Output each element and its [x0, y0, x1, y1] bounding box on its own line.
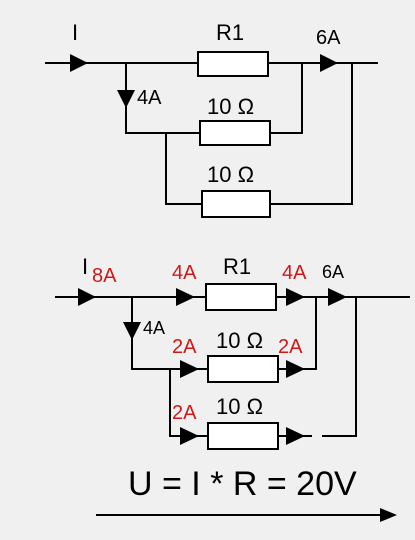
bottom-branch-arrow [123, 322, 141, 340]
bottom-r3-in-arrow [180, 427, 199, 445]
bottom-circuit: I 8A 4A R1 4A 6A 4A 2A 10 Ω 2A 2A 10 Ω [55, 254, 410, 450]
bottom-r3-out-arrow [286, 427, 305, 445]
top-input-arrow [70, 54, 88, 72]
bottom-r1-in-current-label: 4A [172, 262, 197, 284]
top-outer-branch-wire [126, 63, 353, 205]
bottom-resistor-2 [207, 355, 279, 383]
top-circuit: I R1 6A 4A 10 Ω 10 Ω [45, 20, 378, 218]
top-r1-label: R1 [216, 20, 244, 45]
bottom-output-current-label: 6A [322, 262, 344, 282]
top-output-arrow [320, 54, 338, 72]
top-current-label: I [72, 20, 78, 45]
top-output-current-label: 6A [316, 27, 341, 49]
bottom-branch-current-label: 4A [143, 318, 165, 338]
bottom-r2-in-arrow [180, 360, 199, 378]
bottom-current-label: I [82, 254, 88, 279]
bottom-r2-in-current-label: 2A [172, 336, 197, 358]
bottom-resistor-3-label: 10 Ω [216, 394, 263, 419]
equation-arrow-head [380, 508, 397, 522]
bottom-output-arrow [328, 288, 347, 306]
bottom-r1-label: R1 [223, 254, 251, 279]
equation-text: U = I * R = 20V [128, 465, 357, 503]
bottom-r2-out-arrow [286, 360, 305, 378]
bottom-resistor-r1 [205, 283, 277, 311]
bottom-r1-in-arrow [176, 288, 195, 306]
top-resistor-3-label: 10 Ω [207, 162, 254, 187]
top-resistor-r1 [197, 51, 269, 77]
bottom-r3-in-current-label: 2A [172, 402, 197, 424]
top-branch-arrow [117, 90, 135, 108]
bottom-resistor-3 [207, 422, 279, 450]
top-resistor-2-label: 10 Ω [207, 94, 254, 119]
bottom-input-arrow [78, 288, 96, 306]
bottom-r1-out-current-label: 4A [282, 262, 307, 284]
bottom-resistor-2-label: 10 Ω [216, 328, 263, 353]
bottom-r2-out-current-label: 2A [278, 336, 303, 358]
bottom-r1-out-arrow [286, 288, 305, 306]
bottom-total-current-label: 8A [92, 265, 117, 287]
top-resistor-2 [199, 120, 271, 146]
top-branch-current-label: 4A [137, 87, 162, 109]
top-resistor-3 [201, 190, 271, 218]
